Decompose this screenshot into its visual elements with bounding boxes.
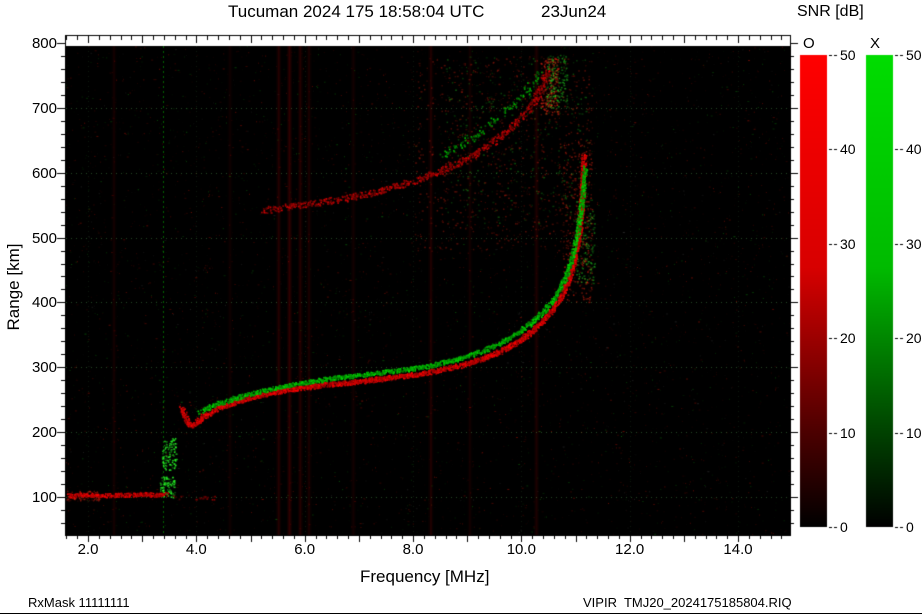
plot-date: 23Jun24 xyxy=(541,2,607,21)
x-tick-label: 8.0 xyxy=(402,541,424,558)
x-tick-label: 4.0 xyxy=(185,541,207,558)
y-tick-label: 100 xyxy=(31,489,57,506)
colorbar-tick-label: 30 xyxy=(840,235,856,252)
plot-title: Tucuman 2024 175 18:58:04 UTC xyxy=(228,2,485,21)
colorbar-tick-label: 0 xyxy=(906,519,914,535)
y-tick-label: 300 xyxy=(31,359,57,377)
file-label: VIPIR TMJ20_2024175185804.RIQ xyxy=(583,595,792,610)
y-tick-label: 400 xyxy=(31,294,57,312)
colorbar-tick-label: 50 xyxy=(906,47,922,63)
snr-legend-title: SNR [dB] xyxy=(797,3,864,20)
colorbar-tick-label: 10 xyxy=(840,424,856,441)
x-tick-label: 6.0 xyxy=(294,541,316,558)
y-tick-label: 700 xyxy=(31,99,57,117)
y-tick-label: 800 xyxy=(31,35,57,52)
colorbar-tick-label: 20 xyxy=(840,330,856,347)
x-tick-label: 2.0 xyxy=(77,541,99,558)
colorbar-tick-label: 30 xyxy=(906,235,922,252)
x-tick-label: 12.0 xyxy=(615,541,645,558)
y-tick-label: 500 xyxy=(31,229,57,247)
y-tick-label: 600 xyxy=(31,164,57,182)
x-mode-label: X xyxy=(870,35,881,52)
x-axis-label: Frequency [MHz] xyxy=(360,567,490,586)
rxmask-label: RxMask 11111111 xyxy=(28,595,130,610)
o-mode-label: O xyxy=(803,35,815,52)
colorbar-tick-label: 10 xyxy=(906,424,922,441)
colorbar-tick-label: 50 xyxy=(840,47,856,63)
colorbar-tick-label: 40 xyxy=(906,141,922,158)
colorbar-tick-label: 40 xyxy=(840,141,856,158)
colorbar-tick-label: 20 xyxy=(906,330,922,347)
y-tick-label: 200 xyxy=(31,424,57,442)
x-tick-label: 10.0 xyxy=(506,541,536,558)
x-tick-label: 14.0 xyxy=(723,541,753,558)
colorbar-tick-label: 0 xyxy=(840,519,848,535)
